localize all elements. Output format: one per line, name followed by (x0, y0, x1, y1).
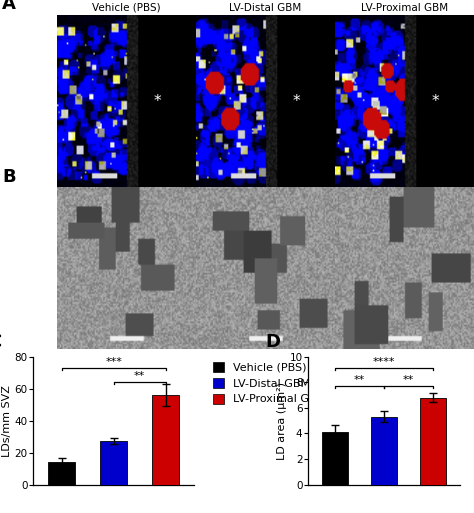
Text: *: * (431, 94, 439, 109)
Bar (420, 398, 446, 485)
Bar (48, 462, 75, 485)
Bar (371, 417, 397, 485)
Text: C: C (0, 333, 1, 351)
Text: Transmission
electron
microscopy: Transmission electron microscopy (18, 245, 38, 291)
Text: ***: *** (105, 357, 122, 367)
Text: **: ** (403, 375, 414, 385)
Text: D: D (265, 333, 281, 351)
Text: LV-Proximal GBM: LV-Proximal GBM (361, 3, 448, 13)
Text: *: * (292, 94, 300, 109)
Text: **: ** (354, 375, 365, 385)
Bar (322, 432, 348, 485)
Text: GFP/
LipidTOX/
DAPI/
β-catenin: GFP/ LipidTOX/ DAPI/ β-catenin (15, 85, 42, 118)
Text: A: A (2, 0, 16, 13)
Text: ****: **** (373, 357, 395, 367)
Y-axis label: LDs/mm SVZ: LDs/mm SVZ (2, 385, 12, 457)
Text: *: * (153, 94, 161, 109)
Y-axis label: LD area (μm²): LD area (μm²) (277, 382, 287, 460)
Text: **: ** (134, 371, 146, 381)
Text: LV-Distal GBM: LV-Distal GBM (229, 3, 301, 13)
Text: B: B (2, 168, 16, 186)
Legend: Vehicle (PBS), LV-Distal GBM, LV-Proximal GBM: Vehicle (PBS), LV-Distal GBM, LV-Proxima… (213, 362, 326, 404)
Bar (100, 441, 128, 485)
Bar (152, 395, 179, 485)
Text: Vehicle (PBS): Vehicle (PBS) (92, 3, 161, 13)
